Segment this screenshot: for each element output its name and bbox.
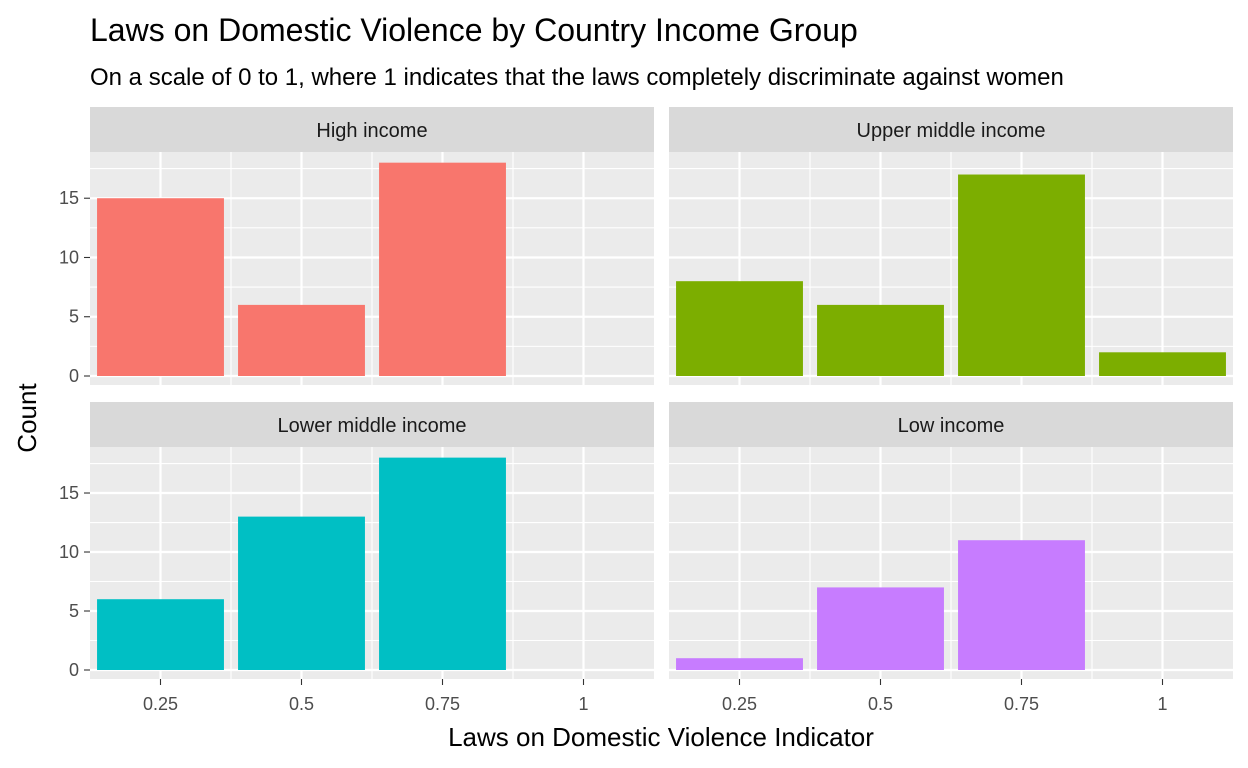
facet-strip (90, 107, 654, 152)
y-tick-label: 0 (69, 660, 79, 680)
bar-upper-middle-income-1 (1099, 352, 1226, 376)
facet-label: Low income (898, 415, 1005, 437)
facet-label: Upper middle income (857, 120, 1046, 142)
y-tick-label: 5 (69, 601, 79, 621)
bar-lower-middle-income-0.5 (238, 516, 365, 670)
y-tick-label: 5 (69, 307, 79, 327)
bar-low-income-0.75 (958, 540, 1085, 670)
chart-title: Laws on Domestic Violence by Country Inc… (90, 12, 858, 48)
facet-strip (90, 402, 654, 447)
bar-low-income-0.5 (817, 587, 944, 670)
x-axis-title: Laws on Domestic Violence Indicator (448, 722, 874, 752)
panel-lower-middle-income: Lower middle income 0 5 10 15 0.25 0.5 0.75 1 (59, 402, 654, 714)
facet-label: Lower middle income (278, 415, 467, 437)
bar-upper-middle-income-0.25 (676, 281, 803, 376)
y-tick-label: 15 (59, 483, 79, 503)
x-tick-label: 1 (578, 694, 588, 714)
chart-subtitle: On a scale of 0 to 1, where 1 indicates … (90, 64, 1064, 91)
bar-high-income-0.5 (238, 304, 365, 376)
y-axis-title: Count (12, 383, 42, 453)
bar-low-income-0.25 (676, 658, 803, 670)
x-tick-label: 0.5 (868, 694, 893, 714)
panel-high-income: High income 0 5 10 15 (59, 107, 654, 386)
bar-high-income-0.75 (379, 162, 506, 376)
panel-upper-middle-income: Upper middle income (669, 107, 1233, 385)
bar-lower-middle-income-0.75 (379, 457, 506, 670)
x-tick-label: 0.25 (143, 694, 178, 714)
x-tick-label: 1 (1157, 694, 1167, 714)
facet-label: High income (316, 120, 427, 142)
bar-upper-middle-income-0.5 (817, 304, 944, 376)
y-tick-label: 10 (59, 542, 79, 562)
x-tick-label: 0.75 (1004, 694, 1039, 714)
bar-upper-middle-income-0.75 (958, 174, 1085, 376)
facet-strip (669, 107, 1233, 152)
facet-strip (669, 402, 1233, 447)
y-tick-label: 0 (69, 366, 79, 386)
y-tick-label: 10 (59, 247, 79, 267)
bar-lower-middle-income-0.25 (97, 599, 224, 670)
x-tick-label: 0.25 (722, 694, 757, 714)
y-tick-label: 15 (59, 188, 79, 208)
bar-high-income-0.25 (97, 198, 224, 376)
x-tick-label: 0.75 (425, 694, 460, 714)
x-tick-label: 0.5 (289, 694, 314, 714)
panel-low-income: Low income 0.25 0.5 0.75 1 (669, 402, 1233, 714)
